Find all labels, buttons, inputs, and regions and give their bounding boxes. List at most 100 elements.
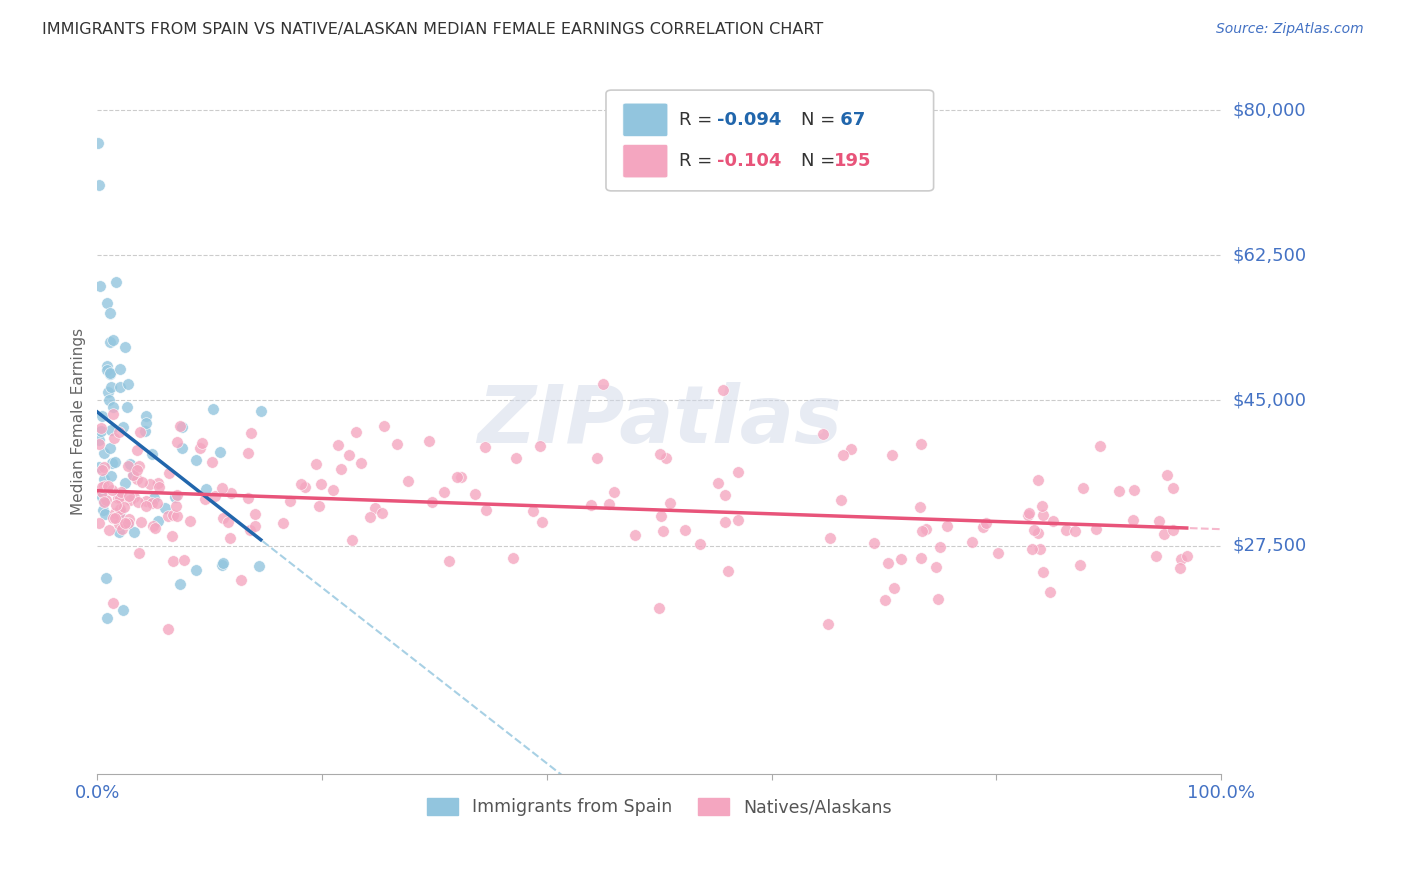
Point xyxy=(122,468,145,483)
Point xyxy=(648,447,671,461)
Y-axis label: Median Female Earnings: Median Female Earnings xyxy=(72,327,86,515)
Point xyxy=(101,510,124,524)
Point xyxy=(120,457,142,471)
Point xyxy=(162,554,184,568)
Point xyxy=(1024,523,1046,537)
Point xyxy=(146,496,169,510)
Point xyxy=(1026,525,1049,540)
Point xyxy=(169,577,191,591)
Point xyxy=(238,446,260,460)
Point xyxy=(172,441,194,455)
Point xyxy=(322,483,344,498)
Point xyxy=(96,611,118,625)
Point xyxy=(101,456,124,470)
Point xyxy=(873,593,896,607)
Point xyxy=(221,485,243,500)
Point xyxy=(104,275,127,289)
Point xyxy=(115,400,138,414)
Point xyxy=(811,427,834,442)
Point xyxy=(243,507,266,521)
Point xyxy=(108,501,131,516)
Point xyxy=(98,334,121,349)
Point xyxy=(143,521,166,535)
Point xyxy=(1026,473,1049,487)
Point xyxy=(974,516,997,531)
Point xyxy=(108,362,131,376)
Point xyxy=(195,482,218,496)
Point xyxy=(87,178,110,192)
Point xyxy=(166,435,188,450)
Point xyxy=(107,507,129,521)
Point xyxy=(89,279,111,293)
Point xyxy=(94,507,117,521)
Point xyxy=(101,483,124,497)
Point xyxy=(1163,481,1185,495)
Point xyxy=(114,340,136,354)
Point xyxy=(350,456,373,470)
Point xyxy=(707,476,730,491)
Point xyxy=(364,500,387,515)
Point xyxy=(103,431,125,445)
Point xyxy=(118,512,141,526)
Point xyxy=(211,481,233,495)
Point xyxy=(346,425,368,439)
Point xyxy=(474,440,496,454)
Point xyxy=(110,505,132,519)
Point xyxy=(502,551,524,566)
Point xyxy=(1156,467,1178,482)
Point xyxy=(129,425,152,439)
Point xyxy=(717,564,740,578)
Point xyxy=(219,531,242,545)
Point xyxy=(329,462,352,476)
Point xyxy=(107,491,129,506)
Text: -0.094: -0.094 xyxy=(717,111,782,128)
Point xyxy=(87,433,110,447)
Point xyxy=(817,617,839,632)
Point xyxy=(308,499,330,513)
Point xyxy=(91,409,114,424)
Point xyxy=(162,508,184,522)
Point xyxy=(326,437,349,451)
Point xyxy=(90,421,112,435)
Point xyxy=(169,419,191,434)
Point xyxy=(93,495,115,509)
Point xyxy=(602,485,624,500)
Point xyxy=(1073,481,1095,495)
Point xyxy=(93,472,115,486)
Point xyxy=(125,463,148,477)
Point xyxy=(446,469,468,483)
Point xyxy=(91,490,114,504)
Text: $62,500: $62,500 xyxy=(1233,246,1306,264)
Point xyxy=(1029,542,1052,557)
Point xyxy=(141,495,163,509)
Point xyxy=(98,393,121,408)
Point xyxy=(689,537,711,551)
Point xyxy=(876,556,898,570)
Text: $27,500: $27,500 xyxy=(1233,537,1306,555)
Point xyxy=(96,363,118,377)
Point xyxy=(108,491,131,505)
Text: -0.104: -0.104 xyxy=(717,153,782,170)
Point xyxy=(236,491,259,505)
Point xyxy=(359,509,381,524)
Point xyxy=(100,469,122,483)
Point xyxy=(1153,527,1175,541)
Text: 195: 195 xyxy=(834,153,872,170)
Point xyxy=(1056,523,1078,537)
Point xyxy=(134,424,156,438)
Point xyxy=(652,524,675,539)
Point xyxy=(211,558,233,572)
Point xyxy=(1017,508,1039,522)
Point xyxy=(839,442,862,456)
Legend: Immigrants from Spain, Natives/Alaskans: Immigrants from Spain, Natives/Alaskans xyxy=(418,789,901,825)
Point xyxy=(212,510,235,524)
Point xyxy=(592,376,614,391)
Point xyxy=(1085,522,1108,536)
Point xyxy=(420,495,443,509)
Point xyxy=(880,448,903,462)
Point xyxy=(1021,542,1043,557)
Point xyxy=(96,571,118,585)
Point xyxy=(201,455,224,469)
Point xyxy=(120,492,142,507)
Point xyxy=(188,441,211,455)
